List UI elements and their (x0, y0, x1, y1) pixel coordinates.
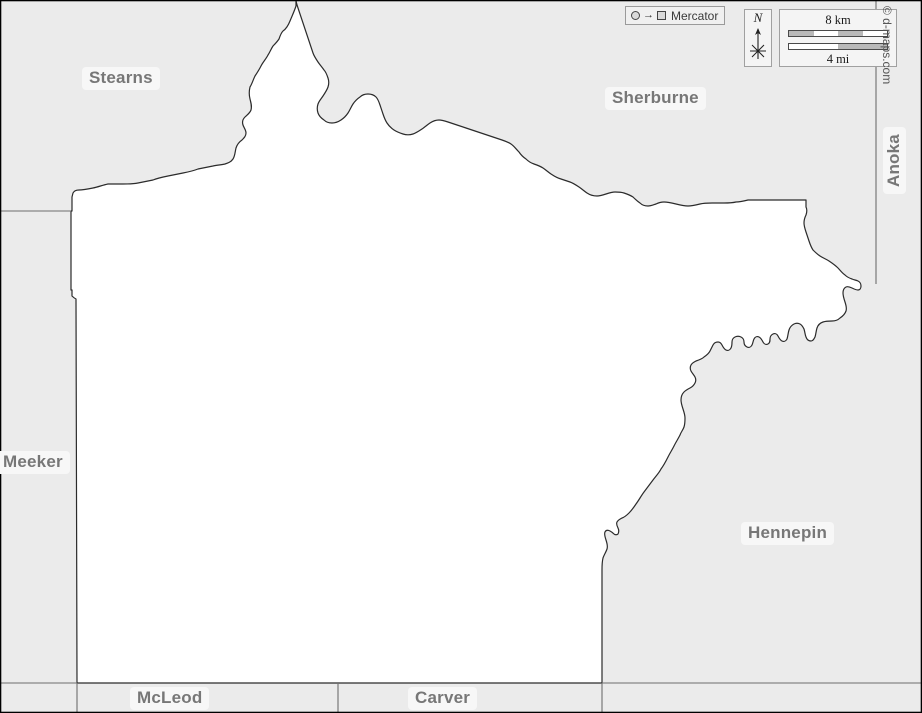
wright-county-shape (70, 0, 862, 684)
circle-icon (631, 11, 640, 20)
county-label-meeker: Meeker (0, 451, 70, 474)
arrow-right-icon: → (643, 9, 654, 21)
credit-text: © d-maps.com (880, 6, 894, 85)
county-label-carver: Carver (408, 687, 478, 710)
projection-label: Mercator (671, 8, 719, 23)
scale-bar-km (788, 29, 888, 37)
compass-rose-icon (750, 28, 766, 59)
north-letter: N (753, 10, 763, 25)
square-icon (657, 11, 666, 20)
compass-box: N (744, 9, 772, 67)
scale-bar-box: 8 km 4 mi (779, 9, 897, 67)
projection-badge[interactable]: → Mercator (625, 6, 726, 25)
scale-mi-label: 4 mi (826, 51, 850, 66)
county-label-mcleod: McLeod (130, 687, 210, 710)
county-label-hennepin: Hennepin (741, 522, 835, 545)
county-label-anoka: Anoka (883, 127, 906, 194)
county-label-sherburne: Sherburne (605, 87, 706, 110)
scale-km-label: 8 km (825, 13, 851, 27)
county-label-stearns: Stearns (82, 67, 160, 90)
scale-bar-mi (788, 42, 888, 50)
